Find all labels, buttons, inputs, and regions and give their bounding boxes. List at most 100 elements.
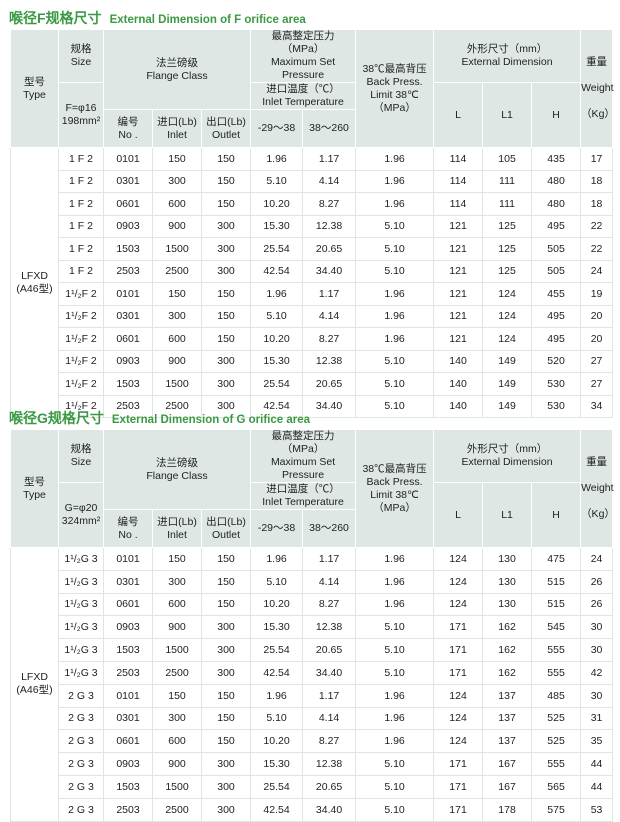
table-cell: 2500	[152, 660, 202, 685]
table-cell: 42.54	[250, 660, 304, 685]
table-cell: 124	[433, 592, 484, 617]
table-row: 1¹/₂G 3 0601 600 150 10.20 8.27 1.96 124 130 515 2…	[11, 592, 614, 617]
table-cell: 565	[531, 774, 582, 799]
table-cell: 150	[200, 592, 252, 617]
inlet-temperature-header: 进口温度（℃） Inlet Temperature	[250, 82, 357, 110]
table-row: 1¹/₂F 2 1503 1500 300 25.54 20.65 5.10 140 149 53…	[11, 372, 614, 396]
table-cell: 150	[200, 304, 252, 328]
table-cell: 1.96	[355, 592, 435, 617]
table-cell: 515	[531, 569, 582, 594]
table-cell: 2 G 3	[58, 729, 104, 754]
table-cell: 150	[200, 169, 252, 193]
table-row: 1¹/₂G 3 0301 300 150 5.10 4.14 1.96 124 130 515 26	[11, 569, 614, 594]
table-cell: 520	[531, 349, 582, 373]
flange-class-header: 法兰磅级 Flange Class	[102, 429, 252, 510]
table-cell: 900	[152, 615, 202, 640]
table-cell: 130	[482, 569, 533, 594]
table-cell: 20.65	[302, 372, 357, 396]
table-cell: 124	[482, 327, 533, 351]
table-cell: 25.54	[250, 237, 304, 261]
table-cell: 125	[482, 214, 533, 238]
table-cell: 114	[433, 192, 484, 216]
table-cell: 1.17	[302, 547, 357, 571]
table-cell: 111	[482, 169, 533, 193]
table-row: 1¹/₂F 2 0601 600 150 10.20 8.27 1.96 121 124 495 2…	[11, 327, 614, 351]
table-cell: 480	[531, 169, 582, 193]
table-cell: 1¹/₂F 2	[58, 304, 104, 328]
table-cell: 114	[433, 147, 484, 171]
type-header: 型号 Type	[10, 29, 59, 148]
size-header: 规格 Size	[58, 429, 104, 483]
table-cell: 1500	[152, 638, 202, 662]
table-cell: 1.96	[250, 683, 304, 708]
table-cell: 121	[433, 282, 484, 306]
table-cell: 515	[531, 592, 582, 617]
table-row: 1 F 2 1503 1500 300 25.54 20.65 5.10 121 125 505 2…	[11, 237, 614, 261]
table-cell: 162	[482, 638, 533, 662]
size-value-header: F=φ16 198mm²	[58, 82, 104, 148]
table-cell: 555	[531, 660, 582, 685]
table-cell: 0301	[103, 304, 153, 328]
table-cell: 1.96	[250, 147, 304, 171]
table-cell: 475	[531, 547, 582, 571]
table-cell: 1.96	[250, 547, 304, 571]
table-cell: 150	[200, 147, 252, 171]
table-cell: 12.38	[302, 349, 357, 373]
table-cell: 10.20	[250, 592, 304, 617]
table-cell: 0903	[103, 752, 153, 776]
table-cell: 2 G 3	[58, 683, 104, 708]
table-cell: 300	[200, 349, 252, 373]
table-cell: 1.96	[355, 683, 435, 708]
table-cell: 1503	[103, 372, 153, 396]
table-cell: 34.40	[302, 394, 357, 418]
no-header: 编号 No .	[103, 109, 153, 148]
table-cell: 300	[152, 304, 202, 328]
table-cell: 455	[531, 282, 582, 306]
table-row: 2 G 3 0301 300 150 5.10 4.14 1.96 124 137 525 31	[11, 706, 614, 731]
table-cell: 2503	[103, 259, 153, 283]
inlet-header: 进口(Lb) Inlet	[152, 509, 202, 548]
table-row: 1¹/₂G 3 1503 1500 300 25.54 20.65 5.10 171 162 55…	[11, 638, 614, 662]
table-cell: 150	[200, 282, 252, 306]
back-pressure-header: 38℃最高背压 Back Press. Limit 38℃ （MPa）	[355, 29, 435, 148]
table-cell: 22	[580, 237, 614, 261]
max-set-pressure-header: 最高整定压力（MPa） Maximum Set Pressure	[250, 29, 357, 83]
table-cell: 0101	[103, 547, 153, 571]
table-cell: 1.17	[302, 282, 357, 306]
table-cell: 150	[152, 547, 202, 571]
table-cell: 0301	[103, 169, 153, 193]
table-cell: 600	[152, 327, 202, 351]
table-cell: 5.10	[355, 638, 435, 662]
table-cell: 575	[531, 797, 582, 822]
table-cell: 26	[580, 592, 614, 617]
table-cell: 167	[482, 774, 533, 799]
table-cell: 15.30	[250, 752, 304, 776]
table-cell: 1.96	[355, 304, 435, 328]
table-cell: 26	[580, 569, 614, 594]
table-cell: 1.96	[250, 282, 304, 306]
table-cell: 125	[482, 259, 533, 283]
type-header: 型号 Type	[10, 429, 59, 548]
section-title-g: 喉径G规格尺寸 External Dimension of G orifice a…	[9, 410, 311, 426]
table-cell: 495	[531, 304, 582, 328]
table-cell: 5.10	[250, 569, 304, 594]
table-cell: 105	[482, 147, 533, 171]
table-cell: 5.10	[355, 797, 435, 822]
table-cell: 25.54	[250, 638, 304, 662]
table-cell: 0903	[103, 214, 153, 238]
external-dimension-header: 外形尺寸（mm） External Dimension	[433, 429, 582, 483]
table-row: 1 F 2 2503 2500 300 42.54 34.40 5.10 121 125 505 2…	[11, 259, 614, 283]
table-cell: 1.96	[355, 192, 435, 216]
table-cell: 5.10	[250, 706, 304, 731]
table-cell: 0301	[103, 569, 153, 594]
weight-header: 重量 Weight （Kg）	[580, 429, 615, 548]
table-cell: 525	[531, 706, 582, 731]
table-row: 1 F 2 0903 900 300 15.30 12.38 5.10 121 125 495 22	[11, 214, 614, 238]
table-cell: 1500	[152, 774, 202, 799]
table-cell: 530	[531, 372, 582, 396]
table-row: 1¹/₂F 2 0301 300 150 5.10 4.14 1.96 121 124 495 20	[11, 304, 614, 328]
table-cell: 10.20	[250, 192, 304, 216]
table-cell: 300	[200, 752, 252, 776]
table-cell: 20.65	[302, 774, 357, 799]
table-cell: 137	[482, 706, 533, 731]
